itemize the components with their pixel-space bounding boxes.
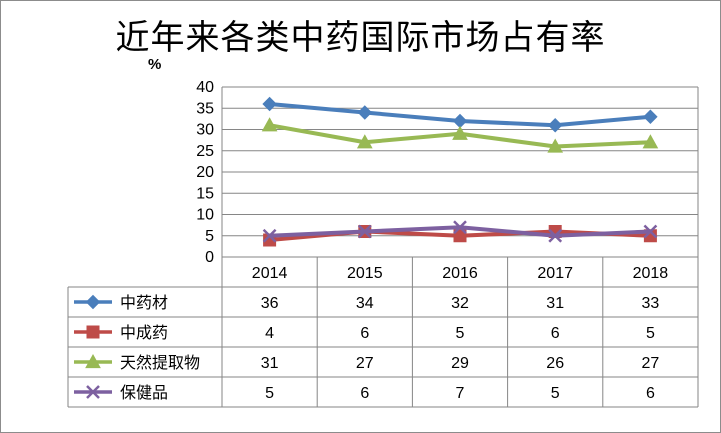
- legend-key-marker-2: [85, 353, 101, 369]
- table-cell-0-1: 34: [356, 295, 374, 312]
- table-cell-1-0: 4: [265, 325, 274, 342]
- category-label-2014: 2014: [252, 265, 288, 282]
- legend-key-marker-0: [85, 294, 101, 310]
- legend-label-3: 保健品: [120, 383, 168, 402]
- table-cell-1-2: 5: [456, 325, 465, 342]
- category-label-2017: 2017: [537, 265, 573, 282]
- y-tick-label-40: 40: [196, 79, 214, 96]
- table-cell-2-3: 26: [546, 355, 564, 372]
- data-point-1-2: [453, 229, 467, 243]
- y-tick-label-10: 10: [196, 207, 214, 224]
- data-point-2-2: [452, 125, 468, 140]
- chart-title: 近年来各类中药国际市场占有率: [115, 18, 606, 58]
- legend-label-0: 中药材: [120, 293, 168, 312]
- table-cell-1-4: 5: [646, 325, 655, 342]
- data-point-2-0: [261, 117, 278, 132]
- table-cell-3-0: 5: [265, 385, 274, 402]
- y-axis-ticks: 0 5 10 15 20 25 30 35 40: [196, 79, 214, 266]
- y-tick-label-5: 5: [205, 228, 214, 245]
- data-point-2-4: [642, 134, 659, 149]
- data-point-0-2: [452, 113, 468, 129]
- data-table: 2014 2015 2016 2017 2018 中药材 36 34 32 31 33 中成药 4 6 5 6…: [67, 256, 699, 408]
- legend-label-2: 天然提取物: [120, 353, 200, 372]
- y-tick-label-30: 30: [196, 122, 214, 139]
- y-tick-label-0: 0: [205, 249, 214, 266]
- table-cell-3-2: 7: [456, 385, 465, 402]
- data-point-3-2: [453, 220, 467, 235]
- legend-label-1: 中成药: [120, 323, 168, 342]
- table-cell-2-1: 27: [356, 355, 374, 372]
- table-cell-3-3: 5: [551, 385, 560, 402]
- table-cell-0-3: 31: [546, 295, 564, 312]
- category-label-2018: 2018: [633, 265, 669, 282]
- table-cell-2-4: 27: [642, 355, 660, 372]
- table-cell-1-3: 6: [551, 325, 560, 342]
- data-point-0-3: [547, 118, 563, 133]
- data-point-2-1: [356, 134, 373, 149]
- table-cell-3-4: 6: [646, 385, 655, 402]
- table-cell-2-0: 31: [261, 355, 279, 372]
- series-lines: [261, 96, 659, 247]
- category-label-2016: 2016: [442, 265, 478, 282]
- legend-key-marker-3: [86, 385, 100, 399]
- y-tick-label-25: 25: [196, 143, 214, 160]
- table-cell-0-4: 33: [642, 295, 660, 312]
- y-tick-label-15: 15: [196, 185, 214, 202]
- data-point-0-4: [643, 109, 658, 124]
- table-cell-1-1: 6: [360, 325, 369, 342]
- data-point-0-1: [357, 105, 373, 120]
- data-point-3-4: [643, 224, 658, 239]
- data-point-0-0: [262, 96, 277, 112]
- data-point-3-1: [357, 224, 372, 239]
- table-cell-0-0: 36: [261, 295, 279, 312]
- data-point-3-3: [548, 228, 563, 243]
- data-point-3-0: [262, 228, 277, 243]
- y-tick-label-35: 35: [196, 100, 214, 117]
- table-cell-2-2: 29: [451, 355, 469, 372]
- table-cell-0-2: 32: [451, 295, 469, 312]
- category-label-2015: 2015: [347, 265, 383, 282]
- table-cell-3-1: 6: [360, 385, 369, 402]
- y-tick-label-20: 20: [196, 164, 214, 181]
- legend-key-marker-1: [86, 325, 100, 339]
- y-axis-unit: %: [148, 56, 162, 73]
- data-point-2-3: [547, 138, 564, 153]
